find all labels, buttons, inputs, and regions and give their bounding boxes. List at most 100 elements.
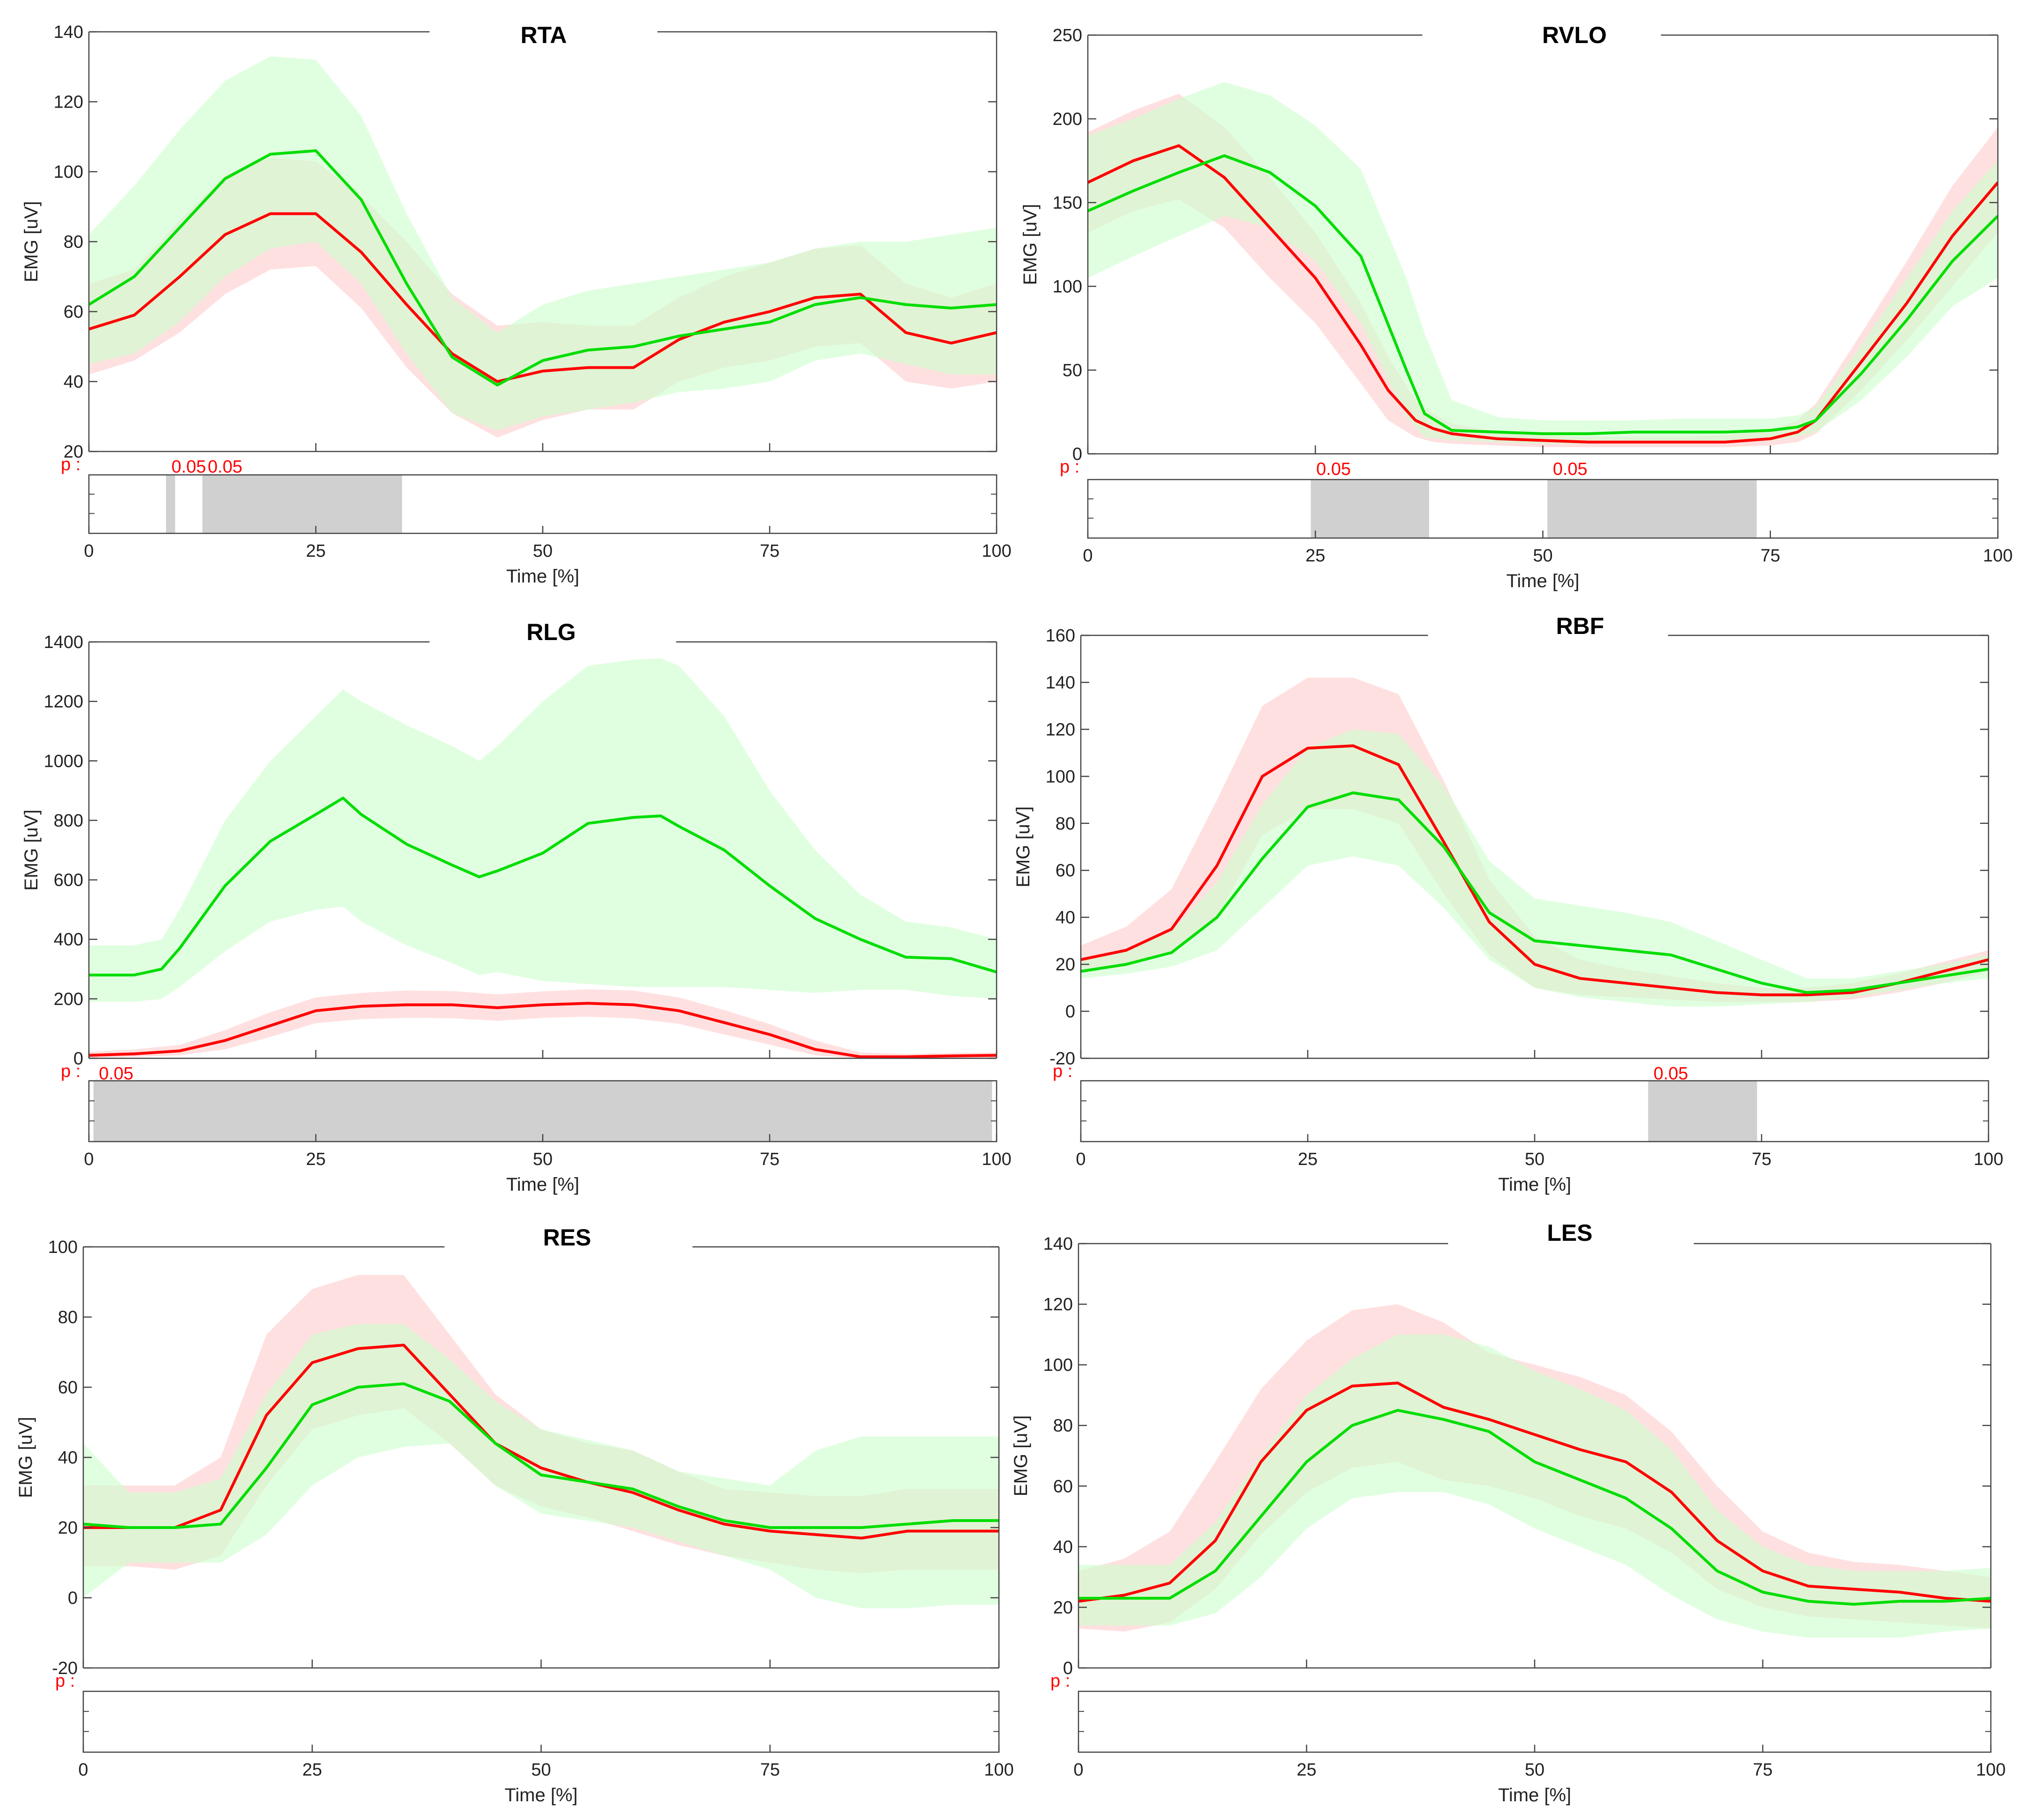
series-line-green bbox=[89, 149, 997, 386]
y-tick-label: 40 bbox=[1056, 908, 1075, 928]
y-tick-label: 120 bbox=[1046, 720, 1075, 740]
significance-label: 0.05 bbox=[1316, 459, 1351, 479]
x-tick-label: 100 bbox=[1983, 546, 2012, 566]
x-tick-label: 75 bbox=[1761, 546, 1780, 566]
plot-area bbox=[89, 56, 997, 438]
x-tick-label: 100 bbox=[1974, 1150, 2003, 1169]
chart-panel-res: -20 0 20 40 60 80 100 EMG [uV] RES p : 0 25 50 75 100 T… bbox=[15, 1224, 1014, 1805]
y-tick-label: 250 bbox=[1053, 26, 1082, 45]
y-tick-label: 200 bbox=[1053, 109, 1082, 129]
series-line-red bbox=[1081, 744, 1989, 997]
y-tick-label: 20 bbox=[1056, 955, 1075, 975]
y-tick-label: 160 bbox=[1046, 626, 1075, 646]
p-label: p : bbox=[1053, 1062, 1072, 1081]
significance-region bbox=[166, 475, 175, 533]
series-line-red bbox=[89, 212, 997, 383]
plot-area bbox=[1088, 82, 1998, 447]
x-axis-label: Time [%] bbox=[1498, 1174, 1571, 1195]
plot-area bbox=[89, 658, 997, 1058]
x-axis-label: Time [%] bbox=[506, 566, 579, 587]
x-tick-label: 25 bbox=[302, 1760, 322, 1780]
significance-label: 0.05 bbox=[1553, 459, 1588, 479]
series-line-green bbox=[89, 796, 997, 976]
x-tick-label: 50 bbox=[1533, 546, 1552, 566]
y-tick-label: 1400 bbox=[44, 633, 83, 652]
series-band-green bbox=[1081, 729, 1989, 1007]
p-label: p : bbox=[1060, 457, 1079, 477]
x-tick-label: 0 bbox=[1083, 546, 1093, 566]
significance-region bbox=[93, 1081, 992, 1142]
x-tick-label: 75 bbox=[760, 1150, 779, 1169]
significance-region bbox=[1547, 480, 1757, 538]
y-tick-label: 1000 bbox=[44, 751, 83, 771]
y-tick-label: 800 bbox=[54, 811, 83, 830]
y-tick-label: 120 bbox=[1043, 1295, 1073, 1315]
y-tick-label: -20 bbox=[1049, 1049, 1075, 1069]
p-label: p : bbox=[61, 455, 80, 474]
x-tick-label: 50 bbox=[1525, 1760, 1544, 1780]
significance-label: 0.05 bbox=[208, 457, 242, 477]
y-axis-label: EMG [uV] bbox=[1020, 204, 1041, 285]
y-tick-label: 100 bbox=[48, 1238, 78, 1257]
chart-title: RTA bbox=[520, 22, 567, 48]
y-tick-label: 0 bbox=[1072, 444, 1082, 464]
y-tick-label: 20 bbox=[64, 442, 83, 462]
x-axis-label: Time [%] bbox=[506, 1174, 579, 1195]
series-band-red bbox=[89, 989, 997, 1058]
series-line-green bbox=[83, 1382, 999, 1529]
x-tick-label: 25 bbox=[1305, 546, 1325, 566]
y-tick-label: 1200 bbox=[44, 692, 83, 712]
x-tick-label: 50 bbox=[531, 1760, 551, 1780]
y-tick-label: 60 bbox=[1056, 861, 1075, 881]
x-tick-label: 25 bbox=[306, 541, 326, 561]
series-band-green bbox=[83, 1324, 999, 1609]
series-line-red bbox=[83, 1344, 999, 1540]
y-tick-label: 100 bbox=[1053, 277, 1082, 297]
x-tick-label: 100 bbox=[1976, 1760, 2005, 1780]
y-tick-label: 150 bbox=[1053, 193, 1082, 213]
y-tick-label: 0 bbox=[68, 1588, 78, 1608]
x-tick-label: 0 bbox=[78, 1760, 88, 1780]
y-tick-label: 0 bbox=[73, 1049, 83, 1069]
y-tick-label: 40 bbox=[1053, 1537, 1073, 1557]
x-tick-label: 50 bbox=[533, 1150, 553, 1169]
x-axis-label: Time [%] bbox=[504, 1785, 577, 1805]
plot-area bbox=[1081, 677, 1989, 1007]
y-tick-label: 50 bbox=[1063, 361, 1082, 380]
series-band-green bbox=[1088, 82, 1998, 444]
y-axis-label: EMG [uV] bbox=[21, 809, 42, 890]
y-tick-label: 80 bbox=[1056, 814, 1075, 834]
chart-title: LES bbox=[1547, 1220, 1592, 1246]
significance-region bbox=[1648, 1081, 1757, 1142]
chart-title: RLG bbox=[526, 619, 576, 645]
x-axis-label: Time [%] bbox=[1498, 1785, 1571, 1805]
x-tick-label: 75 bbox=[1752, 1150, 1771, 1169]
significance-panel: 0.05 0.05 0 25 50 75 100 Time [%] bbox=[84, 457, 1011, 587]
x-tick-label: 50 bbox=[533, 541, 553, 561]
series-line-green bbox=[1088, 154, 1998, 435]
x-tick-label: 0 bbox=[84, 541, 94, 561]
series-line-green bbox=[1078, 1409, 1991, 1606]
y-tick-label: 600 bbox=[54, 871, 83, 890]
x-tick-label: 25 bbox=[1297, 1760, 1316, 1780]
y-tick-label: 80 bbox=[64, 233, 83, 252]
y-tick-label: 100 bbox=[1046, 767, 1075, 786]
chart-title: RES bbox=[543, 1224, 591, 1251]
y-tick-label: 60 bbox=[1053, 1477, 1073, 1496]
x-tick-label: 75 bbox=[760, 1760, 780, 1780]
y-axis-label: EMG [uV] bbox=[1011, 1415, 1031, 1496]
x-tick-label: 75 bbox=[760, 541, 779, 561]
series-line-red bbox=[1078, 1382, 1991, 1603]
y-tick-label: 140 bbox=[1043, 1234, 1073, 1254]
y-tick-label: -20 bbox=[52, 1659, 78, 1678]
x-tick-label: 100 bbox=[984, 1760, 1013, 1780]
plot-area bbox=[1078, 1304, 1991, 1638]
series-band-green bbox=[89, 658, 997, 1002]
x-tick-label: 0 bbox=[1076, 1150, 1085, 1169]
significance-panel: 0 25 50 75 100 Time [%] bbox=[1073, 1690, 2006, 1805]
